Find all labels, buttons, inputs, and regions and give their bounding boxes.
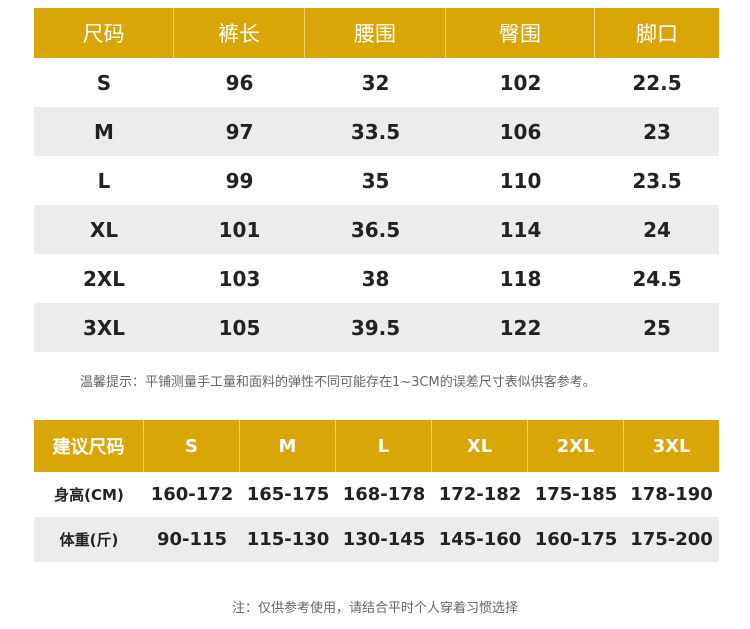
header-size-m: M	[240, 420, 336, 472]
size-chart-header-row: 尺码 裤长 腰围 臀围 脚口	[34, 8, 719, 58]
table-row: 2XL 103 38 118 24.5	[34, 254, 719, 303]
cell-height-m: 165-175	[240, 472, 336, 517]
header-suggested-size: 建议尺码	[34, 420, 144, 472]
table-row: XL 101 36.5 114 24	[34, 205, 719, 254]
cell-hip: 110	[446, 156, 595, 205]
recommendation-header-row: 建议尺码 S M L XL 2XL 3XL	[34, 420, 719, 472]
cell-weight-2xl: 160-175	[528, 517, 624, 562]
cell-weight-s: 90-115	[144, 517, 240, 562]
cell-waist: 39.5	[305, 303, 446, 352]
cell-pants-length: 103	[174, 254, 305, 303]
cell-leg-opening: 22.5	[595, 58, 719, 107]
cell-size: M	[34, 107, 174, 156]
cell-waist: 38	[305, 254, 446, 303]
cell-size: S	[34, 58, 174, 107]
table-row: 身高(CM) 160-172 165-175 168-178 172-182 1…	[34, 472, 719, 517]
header-size-s: S	[144, 420, 240, 472]
cell-hip: 118	[446, 254, 595, 303]
cell-leg-opening: 23	[595, 107, 719, 156]
cell-size: 3XL	[34, 303, 174, 352]
cell-leg-opening: 23.5	[595, 156, 719, 205]
header-size-3xl: 3XL	[624, 420, 719, 472]
cell-leg-opening: 24.5	[595, 254, 719, 303]
size-chart-table: 尺码 裤长 腰围 臀围 脚口 S 96 32 102 22.5 M 97 33.…	[34, 8, 719, 352]
cell-leg-opening: 25	[595, 303, 719, 352]
header-leg-opening: 脚口	[595, 8, 719, 58]
cell-pants-length: 105	[174, 303, 305, 352]
header-size-l: L	[336, 420, 432, 472]
cell-pants-length: 99	[174, 156, 305, 205]
cell-weight-xl: 145-160	[432, 517, 528, 562]
size-recommendation-table: 建议尺码 S M L XL 2XL 3XL 身高(CM) 160-172 165…	[34, 420, 719, 562]
cell-hip: 114	[446, 205, 595, 254]
cell-pants-length: 101	[174, 205, 305, 254]
row-label-weight: 体重(斤)	[34, 517, 144, 562]
cell-height-3xl: 178-190	[624, 472, 719, 517]
row-label-height: 身高(CM)	[34, 472, 144, 517]
header-size-xl: XL	[432, 420, 528, 472]
cell-weight-m: 115-130	[240, 517, 336, 562]
cell-size: 2XL	[34, 254, 174, 303]
header-size-2xl: 2XL	[528, 420, 624, 472]
cell-waist: 33.5	[305, 107, 446, 156]
cell-pants-length: 96	[174, 58, 305, 107]
cell-weight-3xl: 175-200	[624, 517, 719, 562]
cell-hip: 102	[446, 58, 595, 107]
cell-hip: 106	[446, 107, 595, 156]
measurement-tip: 温馨提示：平铺测量手工量和面料的弹性不同可能存在1~3CM的误差尺寸表似供客参考…	[80, 375, 596, 390]
cell-height-l: 168-178	[336, 472, 432, 517]
header-waist: 腰围	[305, 8, 446, 58]
table-row: 3XL 105 39.5 122 25	[34, 303, 719, 352]
table-row: S 96 32 102 22.5	[34, 58, 719, 107]
usage-note: 注：仅供参考使用，请结合平时个人穿着习惯选择	[231, 601, 518, 616]
cell-waist: 36.5	[305, 205, 446, 254]
cell-height-xl: 172-182	[432, 472, 528, 517]
cell-weight-l: 130-145	[336, 517, 432, 562]
header-hip: 臀围	[446, 8, 595, 58]
table-row: 体重(斤) 90-115 115-130 130-145 145-160 160…	[34, 517, 719, 562]
cell-size: L	[34, 156, 174, 205]
cell-pants-length: 97	[174, 107, 305, 156]
cell-waist: 35	[305, 156, 446, 205]
table-row: M 97 33.5 106 23	[34, 107, 719, 156]
cell-waist: 32	[305, 58, 446, 107]
table-row: L 99 35 110 23.5	[34, 156, 719, 205]
cell-height-2xl: 175-185	[528, 472, 624, 517]
header-size: 尺码	[34, 8, 174, 58]
cell-hip: 122	[446, 303, 595, 352]
cell-leg-opening: 24	[595, 205, 719, 254]
cell-height-s: 160-172	[144, 472, 240, 517]
cell-size: XL	[34, 205, 174, 254]
header-pants-length: 裤长	[174, 8, 305, 58]
